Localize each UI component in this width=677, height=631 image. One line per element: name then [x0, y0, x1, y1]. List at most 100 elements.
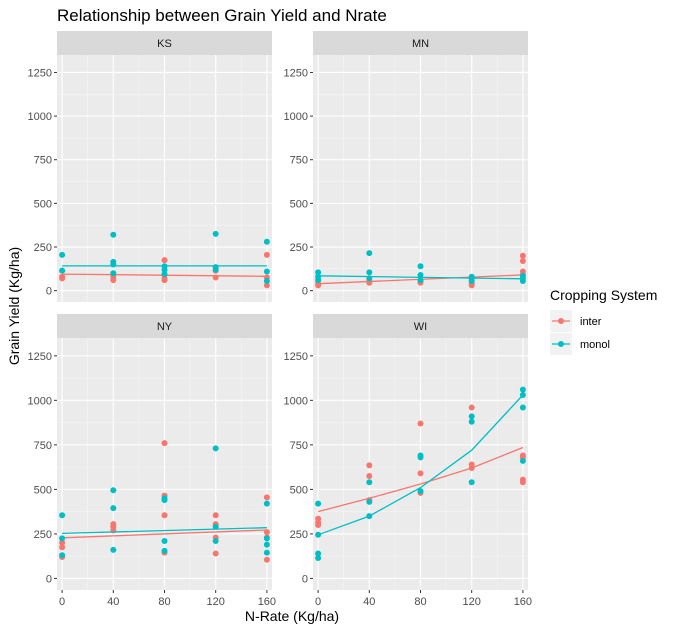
panel-mn-strip — [313, 31, 528, 55]
panel-mn-y-tick-label: 1000 — [284, 111, 308, 123]
panel-ny-strip — [57, 314, 272, 338]
panel-ks: KS 0 250 500 750 1000 1250 — [28, 31, 272, 302]
panel-wi-inter-point — [468, 404, 475, 411]
chart-title: Relationship between Grain Yield and Nra… — [57, 6, 387, 25]
panel-ny-x-tick-label: 40 — [107, 596, 119, 608]
panel-ks-y-tick-label: 750 — [34, 155, 52, 167]
panel-wi-x-tick-label: 160 — [514, 596, 532, 608]
panel-wi-strip-label: WI — [414, 321, 427, 333]
panel-ks-y-tick-label: 250 — [34, 242, 52, 254]
legend-monol-key-point — [558, 341, 564, 347]
panel-ny-inter-point — [263, 556, 270, 563]
legend-entries: inter monol — [550, 310, 610, 355]
panel-ny-monol-point — [161, 538, 168, 545]
panel-wi-inter-point — [519, 452, 526, 459]
panel-ny-x-tick-label: 120 — [207, 596, 225, 608]
panel-ny-inter-trend-line — [62, 529, 267, 539]
panel-mn-y-tick-label: 0 — [302, 286, 308, 298]
panel-ks-monol-point — [110, 258, 117, 265]
panel-ny-monol-point — [110, 487, 117, 494]
panel-mn-y-tick-label: 1250 — [284, 67, 308, 79]
panel-mn-strip-label: MN — [412, 38, 429, 50]
panel-ny-monol-point — [212, 523, 219, 530]
panel-ny-monol-point — [263, 535, 270, 542]
panel-wi-x-tick-label: 120 — [463, 596, 481, 608]
panel-wi-inter-point — [417, 470, 424, 477]
panel-mn-monol-point — [519, 272, 526, 279]
panel-mn-inter-point — [519, 257, 526, 264]
legend: Cropping System inter monol — [550, 287, 657, 355]
panel-wi-y-tick-label: 500 — [290, 484, 308, 496]
panel-ks-strip — [57, 31, 272, 55]
y-axis-title: Grain Yield (Kg/ha) — [6, 247, 22, 365]
panel-wi-monol-point — [468, 418, 475, 425]
panel-wi-y-tick-label: 1250 — [284, 351, 308, 363]
panel-wi-monol-point — [315, 554, 322, 561]
panel-ny-monol-point — [263, 549, 270, 556]
panel-ny-y-tick-label: 0 — [46, 573, 52, 585]
panel-ks-inter-point — [263, 251, 270, 258]
panel-wi-inter-point — [366, 462, 373, 469]
panel-mn-monol-point — [417, 271, 424, 278]
panel-ny-inter-point — [161, 512, 168, 519]
panel-wi-strip — [313, 314, 528, 338]
panel-ny: NY 0 250 500 750 1000 1250 0 40 80 120 160 — [28, 314, 276, 608]
panel-ny-monol-trend-line — [62, 527, 267, 535]
panel-ny-monol-point — [59, 535, 66, 542]
panel-wi-monol-point — [519, 404, 526, 411]
panel-wi-inter-point — [366, 473, 373, 480]
panel-ny-inter-point — [263, 494, 270, 501]
panel-ks-monol-point — [212, 264, 219, 271]
panel-wi-x-tick-label: 40 — [363, 596, 375, 608]
panel-wi-y-tick-label: 250 — [290, 529, 308, 541]
panel-wi-y-tick-label: 0 — [302, 573, 308, 585]
panel-ny-x-tick-label: 80 — [158, 596, 170, 608]
panel-mn-inter-point — [519, 252, 526, 259]
panel-wi-monol-point — [417, 488, 424, 495]
panel-mn-monol-point — [468, 273, 475, 280]
legend-inter-label: inter — [580, 316, 602, 328]
panel-ks-monol-point — [110, 231, 117, 238]
panel-wi-monol-point — [315, 550, 322, 557]
panel-ks-monol-point — [212, 230, 219, 237]
panel-wi-y-tick-label: 1000 — [284, 395, 308, 407]
legend-inter-key-point — [558, 318, 564, 324]
panel-mn-monol-point — [417, 277, 424, 284]
panel-ks-strip-label: KS — [157, 38, 172, 50]
panel-wi-monol-point — [417, 452, 424, 459]
panel-ny-y-tick-label: 250 — [34, 529, 52, 541]
panel-ny-inter-point — [59, 539, 66, 546]
panel-ny-monol-point — [59, 512, 66, 519]
panel-ny-y-tick-label: 500 — [34, 484, 52, 496]
panel-mn: MN 0 250 500 750 1000 1250 — [284, 31, 528, 302]
panel-ny-inter-point — [110, 521, 117, 528]
panel-wi-monol-point — [315, 500, 322, 507]
panel-ny-inter-point — [212, 512, 219, 519]
panel-ks-monol-point — [59, 251, 66, 258]
panel-wi-monol-trend-line — [317, 394, 524, 536]
panel-wi-monol-point — [468, 413, 475, 420]
panel-wi-inter-point — [468, 461, 475, 468]
panel-ny-y-tick-label: 1250 — [28, 351, 52, 363]
panel-ny-strip-label: NY — [157, 321, 173, 333]
panel-ks-y-tick-label: 1000 — [28, 111, 52, 123]
panel-ny-inter-point — [59, 544, 66, 551]
panel-ks-monol-point — [263, 238, 270, 245]
panel-wi-monol-point — [519, 386, 526, 393]
panel-ks-inter-point — [161, 257, 168, 264]
panel-mn-y-tick-label: 500 — [290, 198, 308, 210]
panel-ks-monol-point — [59, 267, 66, 274]
panel-mn-y-tick-label: 750 — [290, 155, 308, 167]
panel-ny-monol-point — [212, 538, 219, 545]
panel-ny-monol-point — [110, 505, 117, 512]
panel-wi-inter-trend-line — [317, 446, 524, 513]
panel-wi-monol-point — [366, 498, 373, 505]
panel-mn-monol-point — [315, 269, 322, 276]
panel-wi-monol-point — [366, 479, 373, 486]
panel-ny-x-tick-label: 0 — [59, 596, 65, 608]
panel-wi-x-tick-label: 0 — [315, 596, 321, 608]
panel-ny-inter-point — [161, 440, 168, 447]
panel-mn-monol-point — [417, 263, 424, 270]
panel-ks-y-tick-label: 500 — [34, 198, 52, 210]
